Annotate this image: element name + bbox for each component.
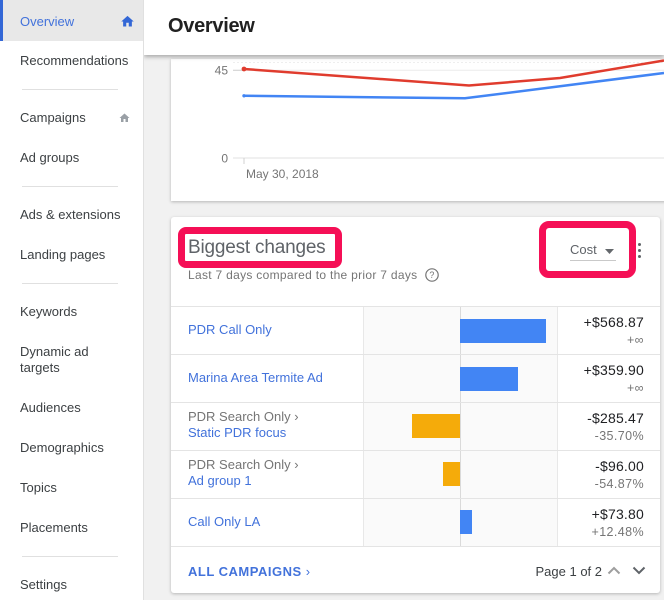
svg-text:May 30, 2018: May 30, 2018: [246, 167, 319, 181]
svg-text:0: 0: [221, 152, 228, 166]
svg-text:45: 45: [215, 64, 229, 78]
svg-text:?: ?: [429, 270, 434, 280]
